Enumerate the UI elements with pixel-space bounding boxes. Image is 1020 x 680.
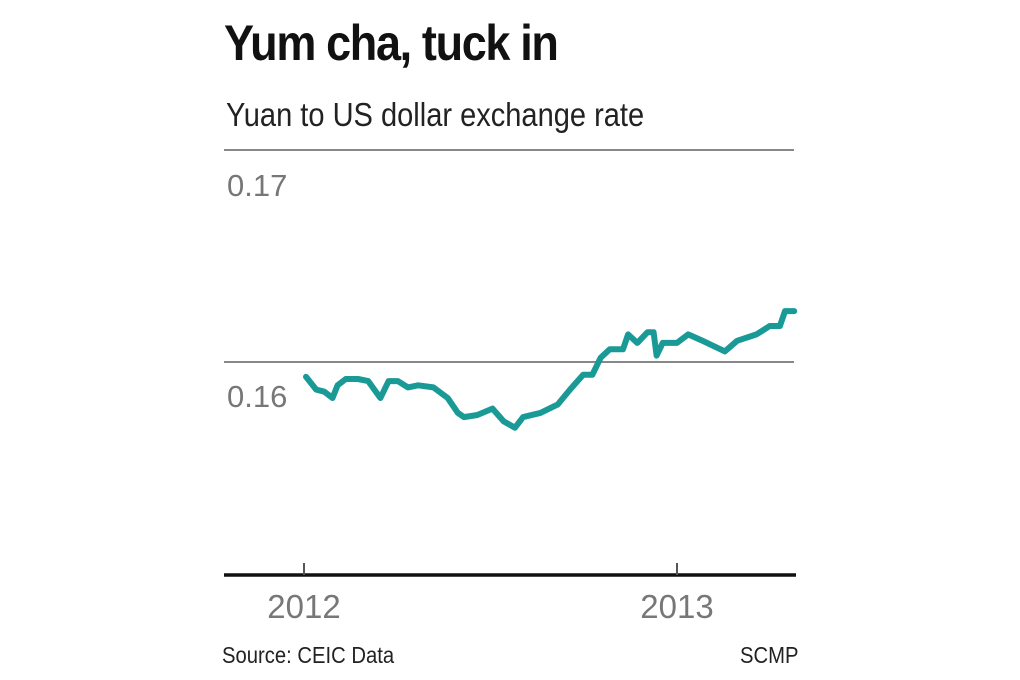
x-tick-label: 2012 <box>267 588 340 625</box>
x-tick-label: 2013 <box>640 588 713 625</box>
series-line <box>303 308 798 431</box>
y-tick-label: 0.16 <box>227 379 287 414</box>
chart-subtitle: Yuan to US dollar exchange rate <box>226 96 645 133</box>
source-note: Source: CEIC Data <box>222 642 395 668</box>
y-tick-label: 0.17 <box>227 168 287 203</box>
credit: SCMP <box>739 642 798 668</box>
chart-title: Yum cha, tuck in <box>224 15 559 71</box>
